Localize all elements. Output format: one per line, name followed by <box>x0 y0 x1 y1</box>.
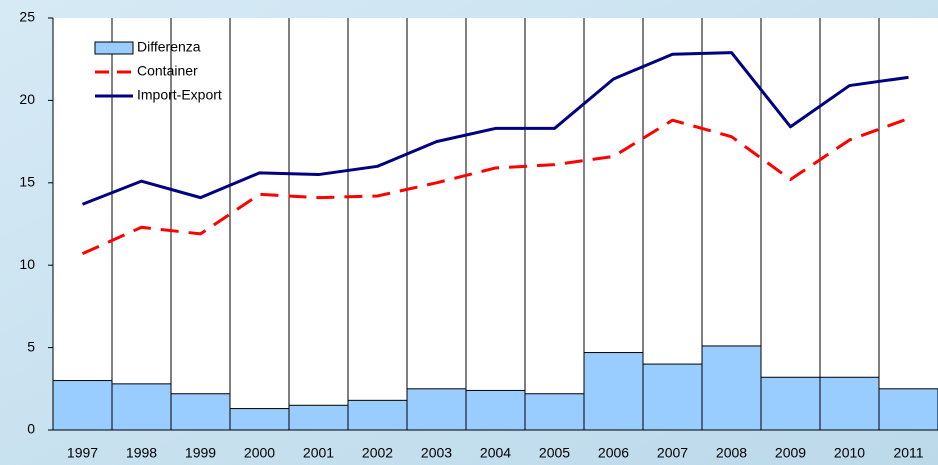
x-tick-label: 2004 <box>480 445 511 461</box>
bar <box>229 408 290 431</box>
bar <box>465 389 526 431</box>
y-tick-label: 10 <box>19 256 35 272</box>
x-tick-label: 2009 <box>775 445 806 461</box>
legend-label: Import-Export <box>137 87 222 103</box>
y-tick-label: 5 <box>27 338 35 354</box>
x-tick-label: 2008 <box>716 445 747 461</box>
y-tick-label: 15 <box>19 174 35 190</box>
line-series <box>81 51 909 206</box>
line-series <box>81 117 910 256</box>
x-tick-label: 1997 <box>67 445 98 461</box>
y-tick-label: 25 <box>19 9 35 25</box>
x-tick-label: 2007 <box>657 445 688 461</box>
bar <box>406 388 467 431</box>
bar <box>819 376 880 431</box>
legend-label: Differenza <box>137 39 201 55</box>
bar <box>288 404 349 431</box>
bar <box>760 376 821 431</box>
x-tick-label: 2011 <box>893 445 923 461</box>
x-tick-label: 2002 <box>362 445 393 461</box>
x-tick-label: 2005 <box>539 445 570 461</box>
bar <box>170 393 231 431</box>
x-tick-label: 1998 <box>126 445 157 461</box>
x-tick-label: 2010 <box>834 445 865 461</box>
x-tick-label: 2001 <box>303 445 334 461</box>
bar <box>583 352 644 431</box>
plot-area <box>53 18 938 430</box>
bar <box>111 383 172 431</box>
legend-swatch <box>94 41 134 55</box>
bar <box>524 393 585 431</box>
bar <box>642 363 703 431</box>
x-tick-label: 2006 <box>598 445 629 461</box>
bar <box>878 388 938 431</box>
legend-label: Container <box>137 63 198 79</box>
bar <box>52 380 113 431</box>
bar <box>347 399 408 431</box>
bar <box>701 345 762 431</box>
x-tick-label: 1999 <box>185 445 216 461</box>
x-tick-label: 2000 <box>244 445 275 461</box>
y-tick-label: 20 <box>19 91 35 107</box>
x-tick-label: 2003 <box>421 445 452 461</box>
y-tick-label: 0 <box>27 421 35 437</box>
